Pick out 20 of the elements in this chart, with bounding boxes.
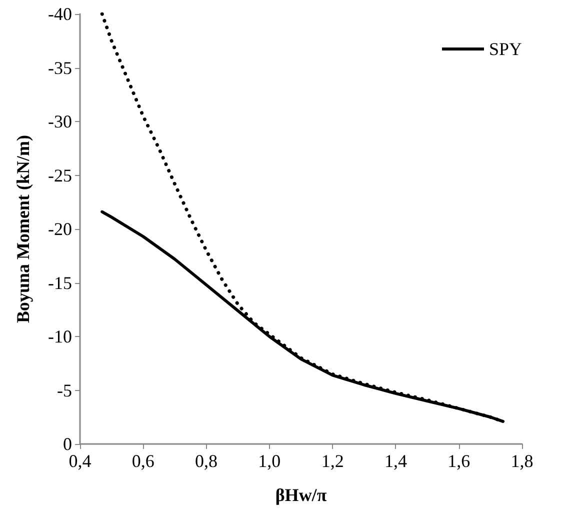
x-tick-label: 0,6 [132, 451, 154, 471]
x-axis-title: βHw/π [275, 485, 327, 505]
y-tick-label: -40 [48, 4, 72, 24]
x-tick-label: 1,2 [321, 451, 344, 471]
y-tick-label: -35 [48, 58, 72, 78]
legend-label: SPY [488, 39, 522, 59]
y-tick-label: -15 [48, 272, 72, 293]
y-tick-label: -20 [48, 219, 72, 239]
y-tick-label: 0 [63, 434, 72, 454]
y-tick-label: -25 [48, 165, 72, 186]
x-tick-label: 1,0 [258, 451, 281, 471]
x-tick-label: 1,8 [510, 451, 534, 471]
y-axis-title: Boyuna Moment (kN/m) [13, 134, 33, 323]
y-tick-label: -30 [48, 112, 72, 132]
x-tick-label: 1,4 [384, 451, 407, 471]
x-tick-label: 0,8 [195, 451, 218, 471]
y-tick-label: -10 [48, 326, 72, 346]
y-tick-label: -5 [57, 380, 72, 400]
x-tick-label: 0,4 [68, 451, 92, 471]
x-tick-label: 1,6 [448, 451, 470, 471]
